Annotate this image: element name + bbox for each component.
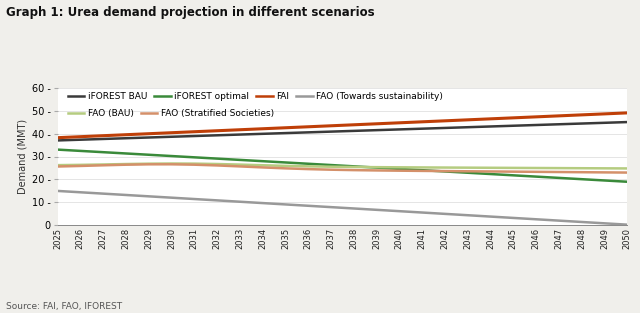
Text: Graph 1: Urea demand projection in different scenarios: Graph 1: Urea demand projection in diffe… — [6, 6, 375, 19]
Y-axis label: Demand (MMT): Demand (MMT) — [17, 119, 28, 194]
Text: Source: FAI, FAO, IFOREST: Source: FAI, FAO, IFOREST — [6, 302, 122, 311]
Legend: FAO (BAU), FAO (Stratified Societies): FAO (BAU), FAO (Stratified Societies) — [68, 109, 274, 118]
